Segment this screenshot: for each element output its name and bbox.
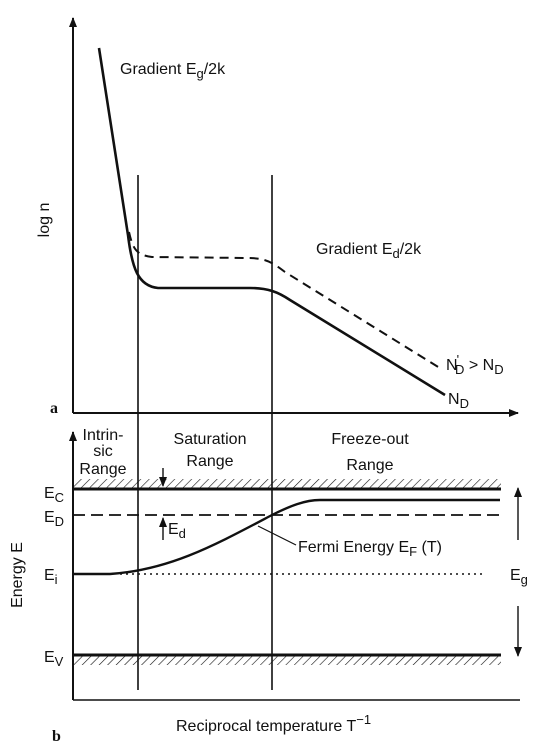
curve-solid-sub: D [460, 396, 469, 411]
ionization-gap-label: Ed [168, 521, 186, 541]
valence-band-hatch [73, 655, 501, 665]
region-intrinsic-line3: Range [79, 461, 126, 478]
fermi-level-curve [73, 500, 500, 574]
level-label-ec: EC [44, 485, 64, 505]
panel-b: EC ED Ei EV Ed Eg Fermi Energy EF (T) En… [9, 432, 528, 745]
level-ev-sub: V [55, 654, 64, 669]
fermi-label: Fermi Energy EF (T) [298, 539, 442, 559]
level-label-ev: EV [44, 649, 64, 669]
level-ev-main: E [44, 649, 55, 666]
region-intrinsic-line2: sic [93, 443, 113, 460]
band-gap-label: Eg [510, 567, 528, 587]
panel-b-x-axis-main: Reciprocal temperature T [176, 718, 356, 735]
level-ei-sub: i [55, 572, 58, 587]
curve-dashed-label: N' D > ND [446, 352, 504, 377]
band-gap-sub: g [521, 572, 528, 587]
curve-dashed-rhs-sub: D [494, 362, 503, 377]
panel-b-letter: b [52, 728, 61, 745]
panel-a: log n Gradient Eg/2k Gradient Ed/2k N' D … [36, 18, 518, 690]
region-saturation-line2: Range [186, 453, 233, 470]
band-gap-main: E [510, 567, 521, 584]
region-freezeout-line2: Range [346, 457, 393, 474]
panel-b-y-axis-label: Energy E [9, 542, 26, 608]
region-labels: Intrin- sic Range Saturation Range Freez… [79, 427, 409, 478]
level-ei-main: E [44, 567, 55, 584]
panel-a-y-axis-label: log n [36, 203, 53, 238]
panel-a-letter: a [50, 400, 58, 417]
region-freezeout-line1: Freeze-out [331, 431, 409, 448]
curve-solid-label: ND [448, 391, 469, 411]
gradient-intrinsic-prefix: Gradient E [120, 61, 196, 78]
curve-dashed-rhs: N [483, 357, 495, 374]
region-intrinsic-line1: Intrin- [83, 427, 124, 444]
curve-solid-main: N [448, 391, 460, 408]
level-ed-main: E [44, 509, 55, 526]
gradient-freezeout-sub: d [392, 246, 399, 261]
ionization-gap-sub: d [179, 526, 186, 541]
fermi-suffix: (T) [417, 539, 442, 556]
fermi-leader-line [258, 526, 296, 545]
gradient-intrinsic-label: Gradient Eg/2k [120, 61, 226, 81]
level-label-ei: Ei [44, 567, 58, 587]
gradient-freezeout-prefix: Gradient E [316, 241, 392, 258]
fermi-sub: F [409, 544, 417, 559]
level-ec-main: E [44, 485, 55, 502]
ionization-gap-main: E [168, 521, 179, 538]
panel-b-x-axis-label: Reciprocal temperature T−1 [176, 712, 371, 735]
curve-dashed-op: > [464, 357, 482, 374]
gradient-freezeout-label: Gradient Ed/2k [316, 241, 422, 261]
fermi-prefix: Fermi Energy E [298, 539, 409, 556]
curve-dashed-lhs-sub: D [455, 362, 464, 377]
level-ec-sub: C [55, 490, 64, 505]
panel-b-x-axis-sup: −1 [356, 712, 371, 727]
level-label-ed: ED [44, 509, 64, 529]
level-ed-sub: D [55, 514, 64, 529]
region-saturation-line1: Saturation [174, 431, 247, 448]
gradient-intrinsic-suffix: /2k [204, 61, 226, 78]
gradient-freezeout-suffix: /2k [400, 241, 422, 258]
gradient-intrinsic-sub: g [196, 66, 203, 81]
